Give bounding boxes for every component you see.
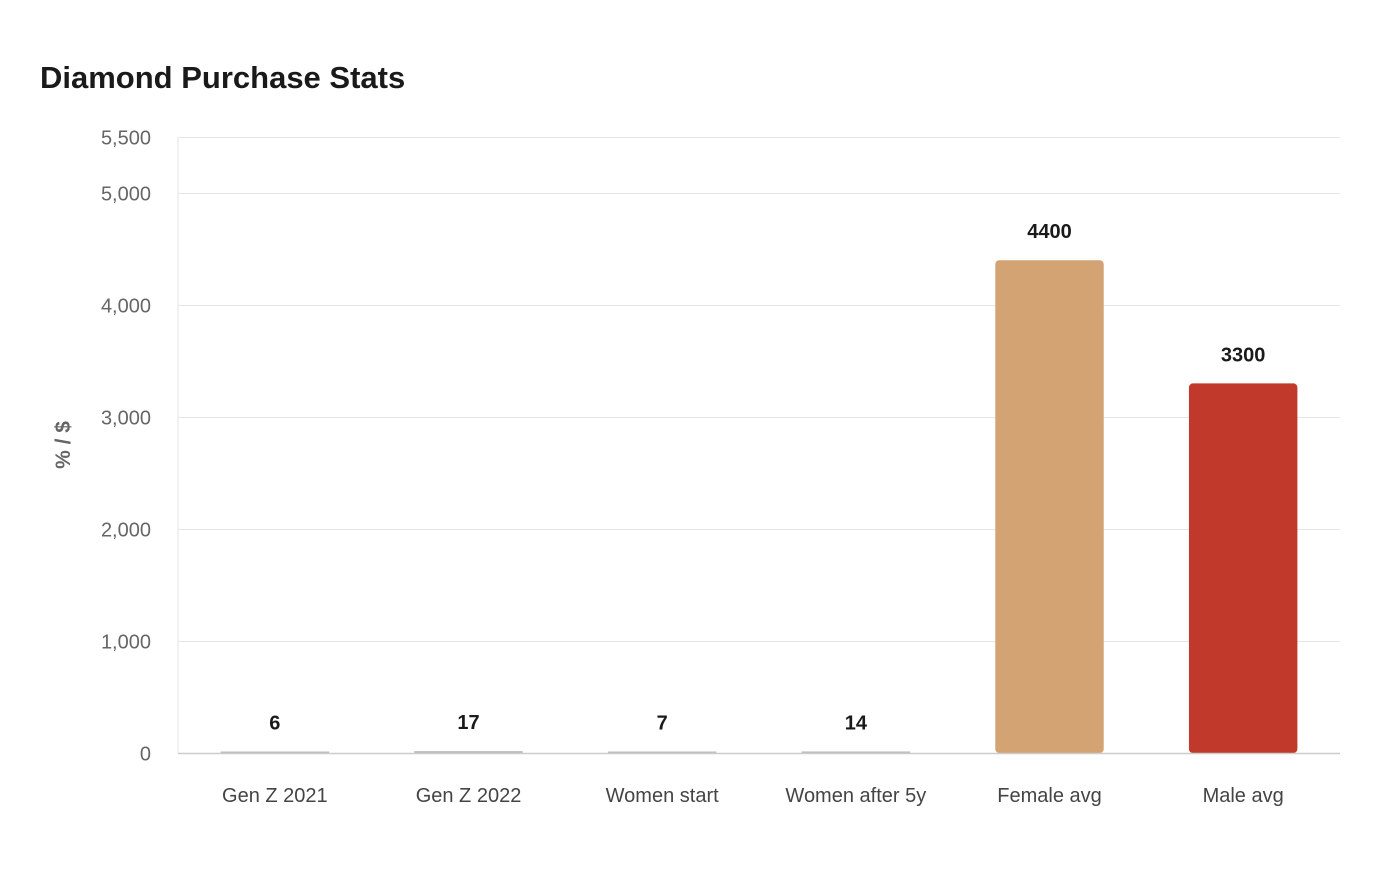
- y-tick-labels: 0 1,000 2,000 3,000 4,000 5,000 5,500: [101, 128, 151, 766]
- category-label: Gen Z 2022: [416, 785, 522, 807]
- category-label: Female avg: [997, 785, 1102, 807]
- gridlines: [178, 137, 1340, 642]
- data-label: 6: [269, 713, 280, 735]
- bar[interactable]: [607, 751, 717, 754]
- bar[interactable]: [801, 751, 911, 753]
- chart-title: Diamond Purchase Stats: [40, 60, 406, 95]
- data-labels: 6 17 7 14 4400 3300: [269, 221, 1265, 734]
- data-label: 14: [845, 712, 868, 734]
- bar[interactable]: [995, 260, 1104, 753]
- data-label: 4400: [1027, 221, 1072, 243]
- data-label: 7: [657, 713, 668, 735]
- y-tick-label: 5,500: [101, 128, 151, 150]
- y-tick-label: 2,000: [101, 520, 151, 542]
- y-tick-label: 4,000: [101, 296, 151, 318]
- bars: [220, 260, 1298, 754]
- y-tick-label: 5,000: [101, 184, 151, 206]
- category-label: Women after 5y: [785, 785, 926, 807]
- bar[interactable]: [1188, 383, 1298, 753]
- y-tick-label: 0: [140, 744, 151, 766]
- bar[interactable]: [414, 751, 523, 753]
- data-label: 17: [457, 712, 479, 734]
- y-tick-label: 1,000: [101, 632, 151, 654]
- category-label: Gen Z 2021: [222, 785, 328, 807]
- category-label: Women start: [606, 785, 719, 807]
- y-axis-title: % / $: [52, 421, 75, 469]
- data-label: 3300: [1221, 344, 1266, 366]
- bar[interactable]: [220, 751, 330, 754]
- category-labels: Gen Z 2021 Gen Z 2022 Women start Women aft…: [222, 785, 1284, 807]
- category-label: Male avg: [1203, 785, 1284, 807]
- y-tick-label: 3,000: [101, 408, 151, 430]
